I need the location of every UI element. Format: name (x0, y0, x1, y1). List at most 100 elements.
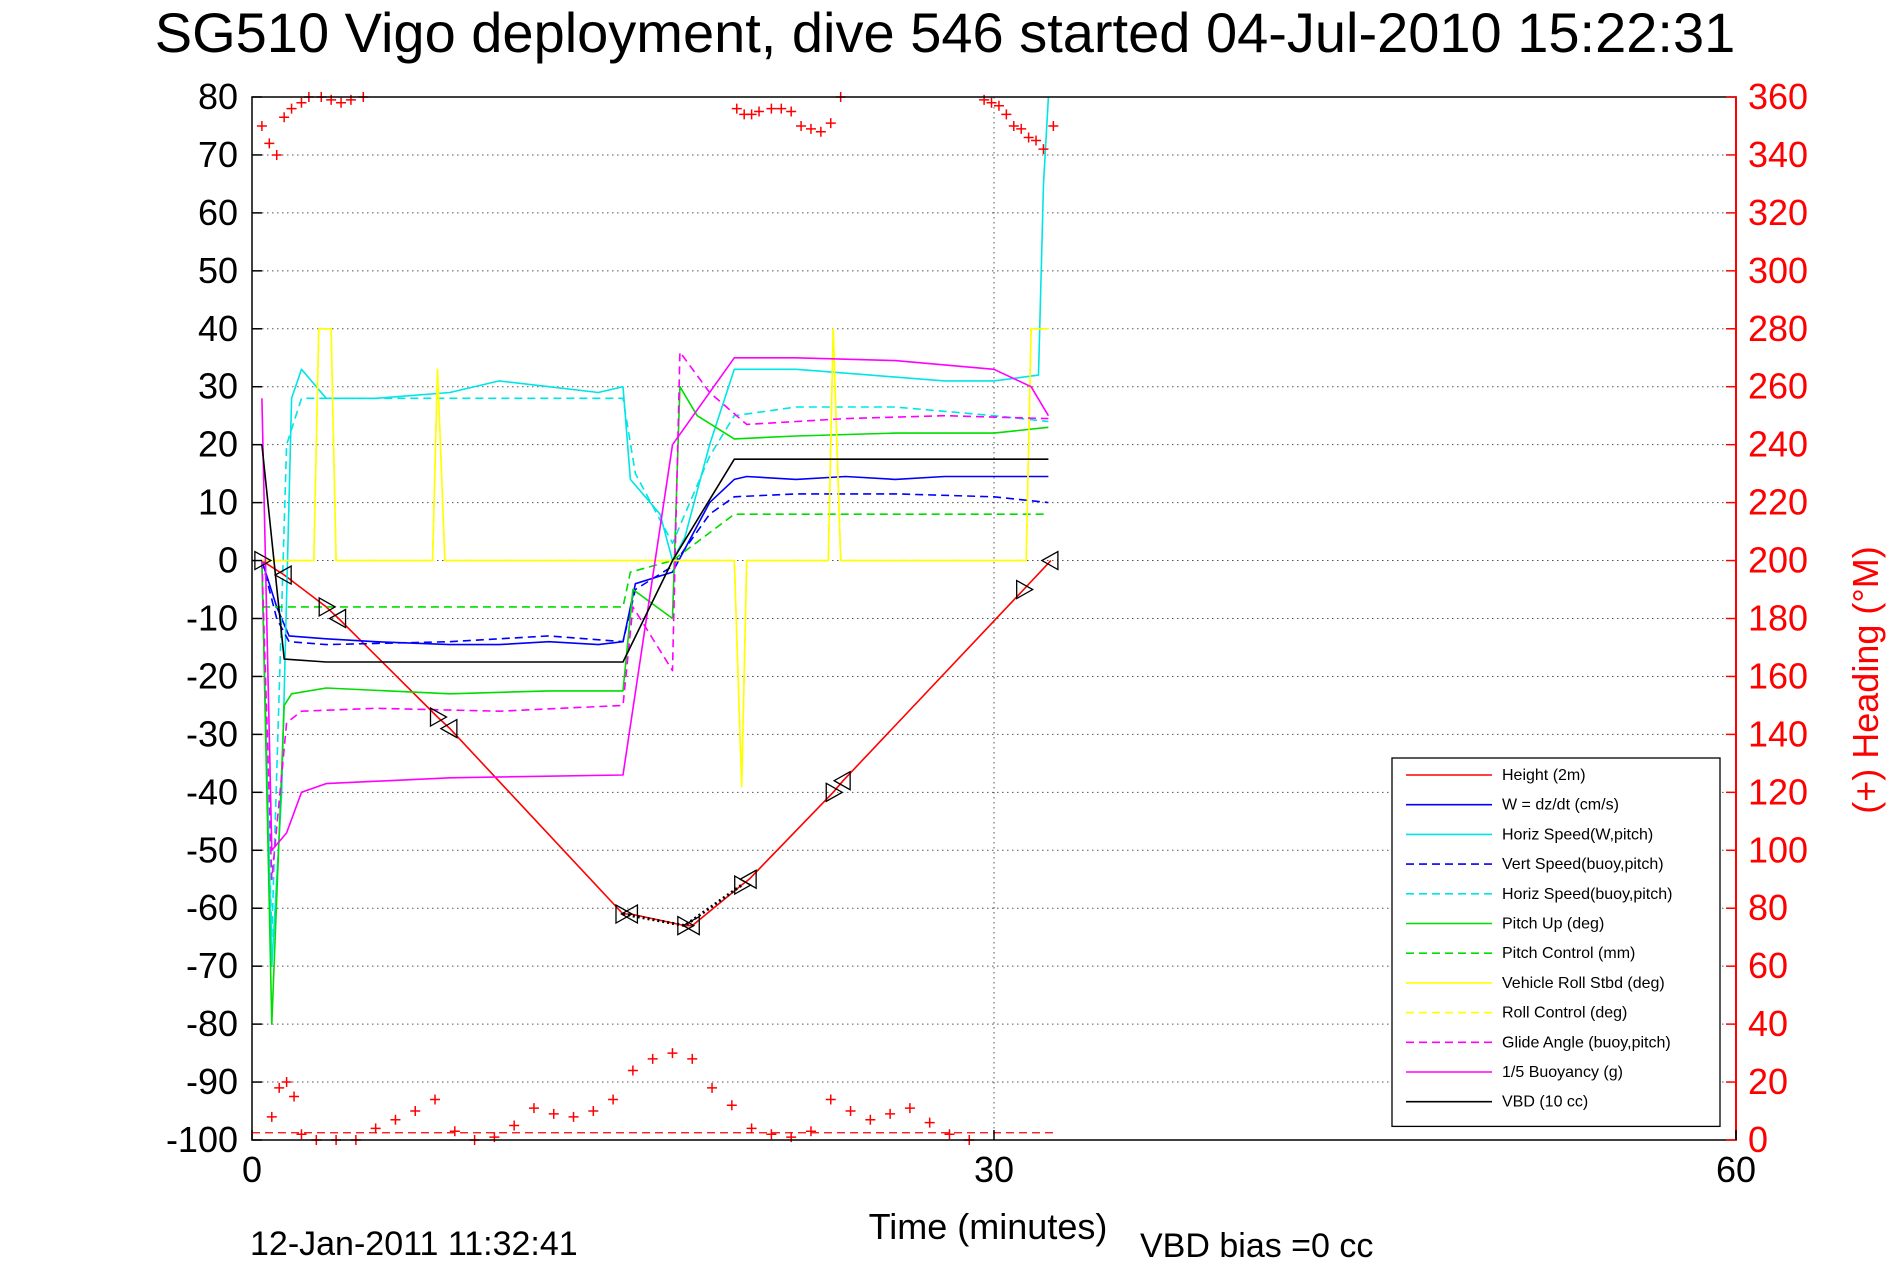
legend-label: Roll Control (deg) (1502, 1005, 1627, 1022)
legend-label: Glide Angle (buoy,pitch) (1502, 1034, 1671, 1051)
legend: Height (2m) W = dz/dt (cm/s) Horiz Speed(W… (1391, 757, 1721, 1128)
height-triangle-markers (254, 550, 1059, 936)
heading-point (845, 1106, 856, 1117)
series-line-vbd-10-cc (261, 444, 1049, 663)
left-tick-label: -20 (186, 655, 238, 696)
bottom-trace (622, 883, 743, 928)
right-tick-label: 300 (1748, 250, 1808, 291)
heading-point (548, 1108, 559, 1119)
footer-timestamp: 12-Jan-2011 11:32:41 (250, 1225, 578, 1262)
left-tick-label: -100 (166, 1119, 238, 1160)
heading-point (336, 97, 347, 108)
height-triangle-marker (738, 869, 757, 890)
heading-point (279, 112, 290, 123)
heading-point (944, 1129, 955, 1140)
heading-point (786, 106, 797, 117)
heading-point (726, 1100, 737, 1111)
heading-point (805, 1126, 816, 1137)
left-tick-label: -70 (186, 945, 238, 986)
left-tick-label: -30 (186, 713, 238, 754)
left-tick-label: 60 (198, 192, 238, 233)
heading-point (1008, 120, 1019, 131)
x-axis-label: Time (minutes) (869, 1206, 1108, 1247)
right-y-axis: 3603403203002802602402202001801601401201… (1726, 76, 1808, 1160)
right-tick-label: 280 (1748, 308, 1808, 349)
legend-label: Pitch Up (deg) (1502, 916, 1604, 933)
heading-point (805, 123, 816, 134)
heading-point (281, 1077, 292, 1088)
right-tick-label: 20 (1748, 1061, 1788, 1102)
heading-point (608, 1094, 619, 1105)
right-tick-label: 140 (1748, 713, 1808, 754)
series-line-vert-speed-buoy-pitch (261, 493, 1049, 646)
legend-label: Horiz Speed(buoy,pitch) (1502, 886, 1672, 903)
right-tick-label: 60 (1748, 945, 1788, 986)
series-line-pitch-control-mm (261, 513, 1049, 608)
heading-point (825, 118, 836, 129)
series-line-pitch-up-deg (261, 385, 1049, 1025)
legend-label: 1/5 Buoyancy (g) (1502, 1064, 1623, 1081)
right-tick-label: 80 (1748, 887, 1788, 928)
series-line-glide-angle-buoy-pitch (261, 351, 1049, 881)
legend-label: Vehicle Roll Stbd (deg) (1502, 975, 1665, 992)
heading-point (731, 103, 742, 114)
legend-label: Horiz Speed(W,pitch) (1502, 826, 1653, 843)
heading-point (528, 1103, 539, 1114)
heading-point (825, 1094, 836, 1105)
series-line-horiz-speed-buoy-pitch (261, 397, 1049, 939)
legend-label: Pitch Control (mm) (1502, 945, 1635, 962)
left-tick-label: -80 (186, 1003, 238, 1044)
left-y-axis: 80 70 60 50 40 30 20 10 0 -10 -20 -30 -40 -50 -60 -70 -8… (166, 76, 262, 1160)
chart-title: SG510 Vigo deployment, dive 546 started … (155, 1, 1736, 64)
height-triangle-marker (439, 718, 458, 739)
right-tick-label: 240 (1748, 424, 1808, 465)
right-tick-label: 200 (1748, 540, 1808, 581)
legend-label: Height (2m) (1502, 767, 1586, 784)
series-line-roll-control-deg (261, 327, 1049, 788)
height-triangle-marker (620, 903, 639, 925)
height-triangle-marker (1040, 550, 1059, 571)
heading-point (766, 1129, 777, 1140)
heading-point (286, 103, 297, 114)
right-tick-label: 340 (1748, 134, 1808, 175)
left-tick-label: -60 (186, 887, 238, 928)
heading-point (296, 1129, 307, 1140)
series-line-horiz-speed-w-pitch (261, 96, 1050, 968)
heading-point (904, 1103, 915, 1114)
heading-point (924, 1117, 935, 1128)
heading-point (1031, 135, 1042, 146)
left-tick-label: -90 (186, 1061, 238, 1102)
right-y-axis-label: (+) Heading (°M) (1845, 546, 1886, 813)
heading-point (707, 1082, 718, 1093)
heading-point (274, 1082, 285, 1093)
vbd-bias-note: VBD bias =0 cc (1140, 1227, 1373, 1262)
left-tick-label: -10 (186, 598, 238, 639)
heading-point (266, 1111, 277, 1122)
x-axis: 0 30 60 (242, 1130, 1756, 1190)
left-tick-label: -50 (186, 829, 238, 870)
legend-label: W = dz/dt (cm/s) (1502, 797, 1619, 814)
heading-point (264, 138, 275, 149)
x-tick-label: 60 (1716, 1149, 1756, 1190)
height-triangle-marker (832, 770, 851, 791)
heading-point (410, 1106, 421, 1117)
right-tick-label: 260 (1748, 366, 1808, 407)
heading-point (256, 120, 267, 131)
heading-point (865, 1114, 876, 1125)
height-triangle-marker (273, 564, 292, 586)
heading-point (993, 100, 1004, 111)
heading-point (766, 103, 777, 114)
x-tick-label: 0 (242, 1149, 262, 1190)
heading-point (430, 1094, 441, 1105)
left-tick-label: 70 (198, 134, 238, 175)
left-tick-label: 20 (198, 424, 238, 465)
heading-point (370, 1123, 381, 1134)
heading-point (746, 109, 757, 120)
heading-point (986, 97, 997, 108)
right-tick-label: 360 (1748, 76, 1808, 117)
height-triangle-marker (1016, 579, 1035, 600)
heading-point (746, 1123, 757, 1134)
heading-point (588, 1106, 599, 1117)
height-triangle-marker (328, 608, 347, 629)
right-tick-label: 160 (1748, 655, 1808, 696)
